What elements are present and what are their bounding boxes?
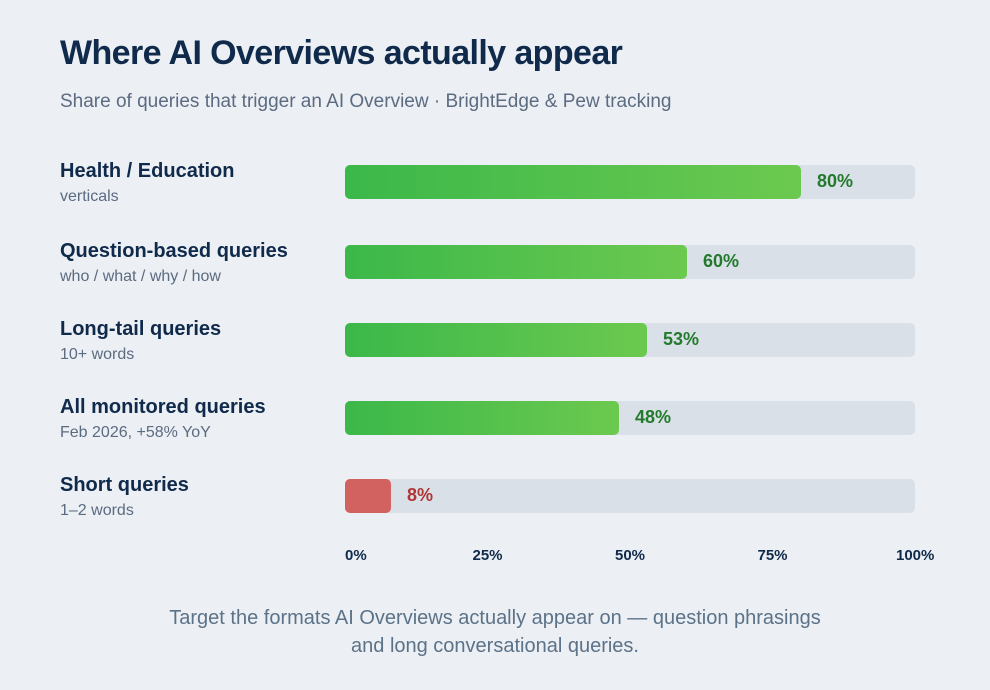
bar xyxy=(345,165,801,199)
bar-track: 8% xyxy=(345,479,915,513)
category-sublabel: 10+ words xyxy=(60,346,135,363)
bar xyxy=(345,323,647,357)
bar xyxy=(345,479,391,513)
category-sublabel: 1–2 words xyxy=(60,502,134,519)
category-label: Long-tail queries xyxy=(60,318,222,340)
bar xyxy=(345,245,687,279)
category-label: Health / Education xyxy=(60,160,235,182)
category-label: All monitored queries xyxy=(60,396,266,418)
bar-row: All monitored queries Feb 2026, +58% YoY 4… xyxy=(0,396,990,456)
chart-title: Where AI Overviews actually appear xyxy=(60,34,623,72)
bar-track: 48% xyxy=(345,401,915,435)
footer-line-1: Target the formats AI Overviews actually… xyxy=(169,607,821,629)
bar-value-label: 8% xyxy=(407,485,434,505)
x-tick-label: 100% xyxy=(896,547,935,564)
category-label: Question-based queries xyxy=(60,240,288,262)
bar-row: Long-tail queries 10+ words 53% xyxy=(0,318,990,378)
bar-value-label: 60% xyxy=(703,251,740,271)
bar-track: 80% xyxy=(345,165,915,199)
x-tick-label: 0% xyxy=(345,547,367,564)
bar-track: 53% xyxy=(345,323,915,357)
bar xyxy=(345,401,619,435)
chart-subtitle: Share of queries that trigger an AI Over… xyxy=(60,91,672,112)
bar-value-label: 48% xyxy=(635,407,672,427)
x-axis-ticks: 0% 25% 50% 75% 100% xyxy=(0,547,990,567)
bar-row: Health / Education verticals 80% xyxy=(0,160,990,220)
footer-line-2: and long conversational queries. xyxy=(351,635,639,657)
x-tick-label: 75% xyxy=(757,547,788,564)
bar-row: Short queries 1–2 words 8% xyxy=(0,474,990,534)
bar-row: Question-based queries who / what / why /… xyxy=(0,240,990,300)
x-tick-label: 25% xyxy=(472,547,503,564)
category-sublabel: who / what / why / how xyxy=(60,268,221,285)
bar-track: 60% xyxy=(345,245,915,279)
category-sublabel: verticals xyxy=(60,188,119,205)
category-sublabel: Feb 2026, +58% YoY xyxy=(60,424,211,441)
x-tick-label: 50% xyxy=(615,547,646,564)
bar-value-label: 80% xyxy=(817,171,854,191)
footer-note: Target the formats AI Overviews actually… xyxy=(95,604,895,660)
bar-value-label: 53% xyxy=(663,329,700,349)
category-label: Short queries xyxy=(60,474,189,496)
